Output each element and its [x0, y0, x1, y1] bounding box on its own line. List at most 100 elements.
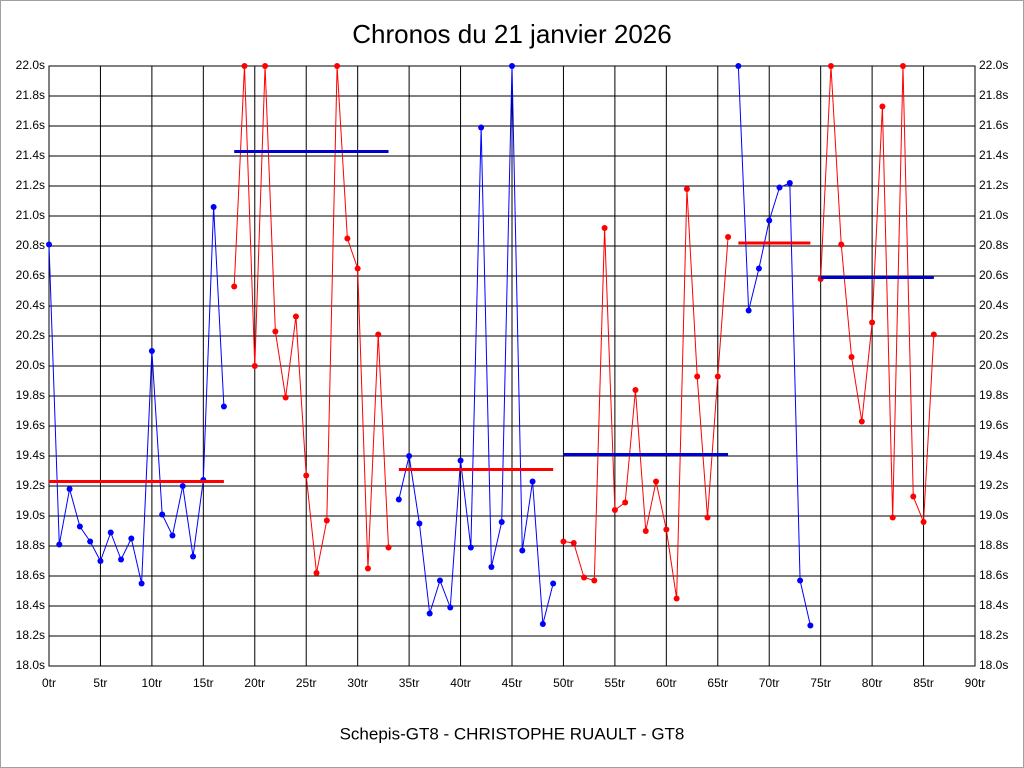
x-tick-label: 45tr	[502, 676, 523, 690]
lap-point	[858, 418, 865, 425]
lap-point	[694, 373, 701, 380]
y-tick-label: 18.4s	[16, 598, 45, 612]
lap-point	[97, 558, 104, 564]
lap-point	[611, 507, 618, 513]
lap-point	[581, 574, 588, 581]
y-tick-label: 19.6s	[16, 418, 45, 432]
x-tick-label: 85tr	[913, 676, 934, 690]
lap-point	[632, 387, 639, 393]
y-tick-label-right: 18.2s	[979, 628, 1008, 642]
y-tick-label: 19.4s	[16, 448, 45, 462]
lap-point	[910, 493, 917, 500]
lap-point	[560, 538, 567, 545]
lap-point	[488, 564, 495, 570]
lap-point	[848, 354, 855, 360]
lap-point	[807, 622, 814, 629]
lap-point	[436, 577, 443, 584]
x-tick-label: 0tr	[42, 676, 56, 690]
x-tick-label: 90tr	[965, 676, 986, 690]
lap-line	[737, 65, 811, 626]
lap-point	[550, 580, 557, 587]
x-tick-label: 50tr	[553, 676, 574, 690]
lap-point	[159, 511, 166, 518]
lap-point	[118, 556, 125, 563]
lap-point	[138, 580, 145, 587]
x-tick-label: 80tr	[862, 676, 883, 690]
lap-point	[920, 519, 927, 525]
y-tick-label: 21.2s	[16, 178, 45, 192]
lap-point	[653, 478, 660, 485]
lap-point	[282, 394, 289, 401]
lap-point	[46, 241, 52, 248]
lap-point	[395, 496, 402, 503]
lap-point	[66, 486, 73, 492]
lap-point	[426, 610, 433, 617]
lap-point	[323, 517, 330, 524]
y-tick-label-right: 18.6s	[979, 568, 1008, 582]
lap-point	[375, 331, 382, 338]
lap-point	[519, 547, 526, 554]
lap-point	[272, 328, 279, 335]
lap-point	[190, 553, 197, 560]
y-tick-label-right: 19.0s	[979, 508, 1008, 522]
y-tick-label: 20.6s	[16, 268, 45, 282]
lap-point	[766, 217, 773, 224]
x-tick-label: 65tr	[707, 676, 728, 690]
lap-point	[76, 523, 83, 530]
lap-point	[930, 331, 937, 338]
lap-point	[869, 319, 876, 326]
y-tick-label: 20.0s	[16, 358, 45, 372]
y-tick-label: 18.2s	[16, 628, 45, 642]
lap-point	[292, 313, 299, 320]
lap-point	[899, 63, 906, 69]
lap-point	[704, 514, 711, 521]
lap-point	[591, 577, 598, 584]
lap-point	[241, 63, 248, 69]
y-tick-label-right: 19.8s	[979, 388, 1008, 402]
lap-point	[303, 472, 310, 479]
y-tick-label-right: 20.0s	[979, 358, 1008, 372]
lap-point	[344, 235, 351, 242]
lap-point	[673, 595, 680, 602]
y-tick-label-right: 19.4s	[979, 448, 1008, 462]
y-tick-label: 21.0s	[16, 208, 45, 222]
y-tick-label-right: 21.8s	[979, 88, 1008, 102]
lap-point	[827, 63, 834, 69]
y-tick-label: 21.8s	[16, 88, 45, 102]
lap-point	[601, 225, 608, 231]
chart-title: Chronos du 21 janvier 2026	[352, 19, 671, 49]
lap-point	[447, 604, 454, 611]
y-tick-label: 20.2s	[16, 328, 45, 342]
y-tick-label-right: 21.4s	[979, 148, 1008, 162]
y-tick-label-right: 21.0s	[979, 208, 1008, 222]
y-tick-label-right: 18.0s	[979, 658, 1008, 672]
y-tick-label-right: 22.0s	[979, 58, 1008, 72]
lap-point	[478, 124, 485, 131]
lap-point	[251, 363, 258, 369]
y-tick-label-right: 20.8s	[979, 238, 1008, 252]
lap-point	[642, 528, 649, 534]
lap-point	[87, 538, 94, 545]
lap-point	[570, 540, 577, 546]
x-tick-label: 25tr	[296, 676, 317, 690]
lap-point	[406, 453, 413, 459]
lap-point	[725, 234, 732, 240]
x-tick-label: 35tr	[399, 676, 420, 690]
lap-point	[354, 265, 361, 272]
x-tick-label: 15tr	[193, 676, 214, 690]
x-tick-label: 70tr	[759, 676, 780, 690]
lap-point	[107, 529, 114, 536]
lap-point	[622, 499, 629, 506]
lap-point	[714, 373, 721, 380]
lap-point	[786, 180, 793, 186]
y-tick-label: 21.6s	[16, 118, 45, 132]
y-tick-label: 19.2s	[16, 478, 45, 492]
lap-point	[498, 519, 505, 525]
lap-point	[169, 532, 176, 539]
y-tick-label: 18.8s	[16, 538, 45, 552]
y-tick-label-right: 20.4s	[979, 298, 1008, 312]
lap-point	[797, 577, 804, 584]
lap-point	[838, 241, 845, 248]
